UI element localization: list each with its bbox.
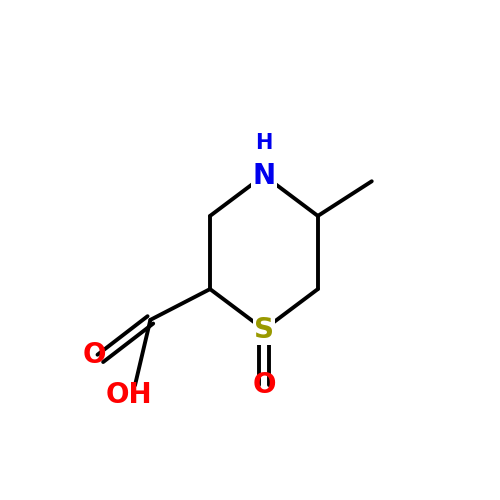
Text: H: H [256, 133, 272, 153]
Text: OH: OH [106, 381, 152, 409]
Text: S: S [254, 316, 274, 344]
Text: O: O [252, 372, 276, 400]
Text: O: O [83, 340, 106, 368]
Text: N: N [252, 162, 276, 190]
